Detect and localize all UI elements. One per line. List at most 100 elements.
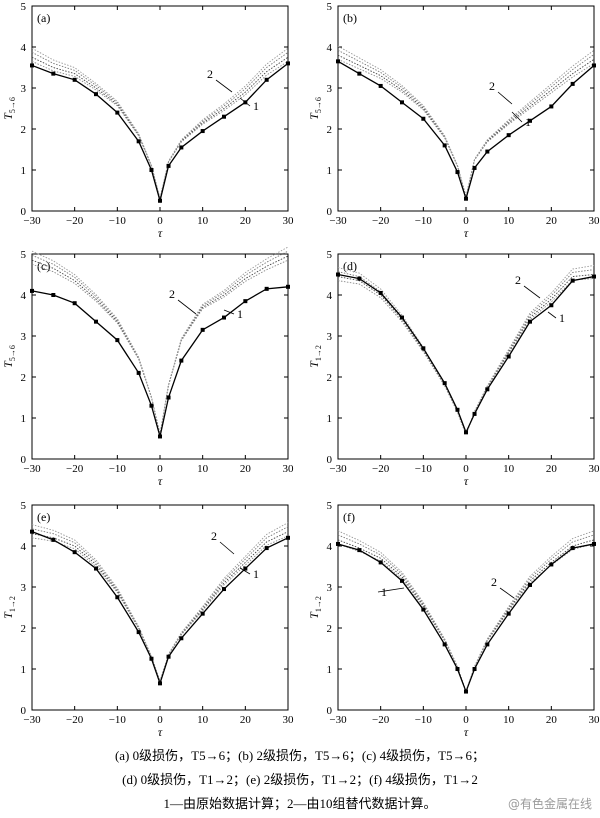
series-2-curve-1 <box>31 255 289 435</box>
series-2-curve-4 <box>337 45 595 197</box>
y-tick-label: 3 <box>21 331 27 343</box>
series-2-curve-4 <box>337 265 595 436</box>
series-2-curve-3 <box>337 278 595 436</box>
plot-frame <box>31 5 289 212</box>
series-1-marker <box>286 535 290 540</box>
x-tick-label: 30 <box>589 714 600 726</box>
series-1-marker <box>51 71 56 76</box>
annotation-2-leader <box>523 285 541 299</box>
series-1-marker <box>166 654 171 659</box>
x-tick-label: 0 <box>463 463 469 475</box>
x-tick-label: −30 <box>329 714 347 726</box>
x-tick-label: −20 <box>372 714 390 726</box>
series-1-marker <box>549 104 554 109</box>
x-tick-label: 20 <box>546 215 558 227</box>
x-tick-label: −20 <box>66 714 84 726</box>
series-1-marker <box>378 560 383 565</box>
series-1-marker <box>455 667 460 671</box>
annotation-2-label: 2 <box>491 575 497 589</box>
series-2-curve-1 <box>337 539 595 693</box>
y-tick-label: 4 <box>327 42 333 54</box>
series-1-marker <box>464 430 468 435</box>
series-2-curve-3 <box>337 58 595 197</box>
series-1-marker <box>528 319 532 324</box>
series-1-marker <box>421 607 426 612</box>
y-tick-label: 2 <box>21 372 27 384</box>
x-tick-label: −30 <box>23 215 41 227</box>
panel-3: −30 −20 −10 0 10 20 30 0 1 2 3 4 5 τ T5→6 (c) 2 1 <box>1 246 294 488</box>
series-1-line <box>337 60 595 201</box>
series-1-marker <box>179 358 184 363</box>
series-2-curve-2 <box>31 51 289 199</box>
y-tick-label: 1 <box>21 664 27 676</box>
annotation-2-leader <box>215 79 233 93</box>
series-1-marker <box>357 548 362 553</box>
series-1-marker <box>158 198 162 203</box>
series-1-marker <box>136 630 141 635</box>
series-1-marker <box>222 114 226 119</box>
x-tick-label: 30 <box>283 215 295 227</box>
panel-2: −30 −20 −10 0 10 20 30 0 1 2 3 4 5 τ T5→6 (b) 2 1 <box>307 1 600 240</box>
annotation-2-leader <box>499 587 515 599</box>
y-tick-label: 3 <box>327 331 333 343</box>
y-tick-label: 2 <box>21 623 27 635</box>
y-tick-label: 3 <box>327 83 333 95</box>
series-1-marker <box>94 319 98 324</box>
series-1-marker <box>158 681 162 686</box>
x-tick-label: 0 <box>463 714 469 726</box>
y-tick-label: 4 <box>327 541 333 553</box>
series-1-marker <box>506 354 511 359</box>
panel-label: (d) <box>343 259 357 273</box>
series-1-marker <box>472 667 477 671</box>
plot-frame <box>337 5 595 212</box>
x-tick-label: −30 <box>23 463 41 475</box>
x-tick-label: −20 <box>66 215 84 227</box>
series-1-marker <box>115 110 120 115</box>
series-1-marker <box>442 642 447 647</box>
x-tick-label: 10 <box>503 463 515 475</box>
series-1-marker <box>455 407 460 412</box>
x-tick-label: −30 <box>329 463 347 475</box>
annotation-2-label: 2 <box>211 529 217 543</box>
annotation-2-label: 2 <box>489 79 495 93</box>
annotation-2-label: 2 <box>169 287 175 301</box>
series-2-curve-4 <box>31 522 289 683</box>
x-tick-label: 20 <box>240 463 252 475</box>
series-1-marker <box>72 77 77 82</box>
series-1-marker <box>136 139 141 144</box>
y-tick-label: 5 <box>21 249 27 261</box>
x-tick-label: −20 <box>372 215 390 227</box>
y-tick-label: 2 <box>327 623 333 635</box>
x-tick-label: −30 <box>329 215 347 227</box>
series-1-line <box>337 543 595 694</box>
series-2-curve-1 <box>337 54 595 197</box>
series-1-marker <box>94 566 98 571</box>
y-tick-label: 3 <box>327 582 333 594</box>
series-1-marker <box>378 290 383 295</box>
series-1-marker <box>166 163 171 168</box>
series-1-marker <box>243 566 248 571</box>
series-1-marker <box>72 550 77 555</box>
series-1-marker <box>149 403 154 408</box>
x-tick-label: 30 <box>283 714 295 726</box>
series-2-curve-1 <box>337 274 595 436</box>
series-2-curve-2 <box>337 269 595 436</box>
annotation-1-label: 1 <box>559 311 565 325</box>
x-tick-label: 10 <box>503 215 515 227</box>
series-1-marker <box>179 145 184 150</box>
series-1-marker <box>455 170 460 175</box>
x-axis-label: τ <box>158 226 163 240</box>
y-axis-label: T5→6 <box>307 97 323 120</box>
annotation-1-label: 1 <box>253 567 259 581</box>
caption-line-2: (d) 0级损伤，T1→2；(e) 2级损伤，T1→2；(f) 4级损伤，T1→… <box>122 772 478 787</box>
x-tick-label: 10 <box>503 714 515 726</box>
x-tick-label: 30 <box>589 215 600 227</box>
series-1-marker <box>149 168 154 172</box>
series-1-marker <box>549 562 554 567</box>
x-tick-label: 0 <box>157 215 163 227</box>
annotation-1-leader <box>239 97 251 107</box>
y-tick-label: 5 <box>21 500 27 512</box>
y-axis-label: T1→2 <box>307 345 323 368</box>
plot-frame <box>337 504 595 711</box>
